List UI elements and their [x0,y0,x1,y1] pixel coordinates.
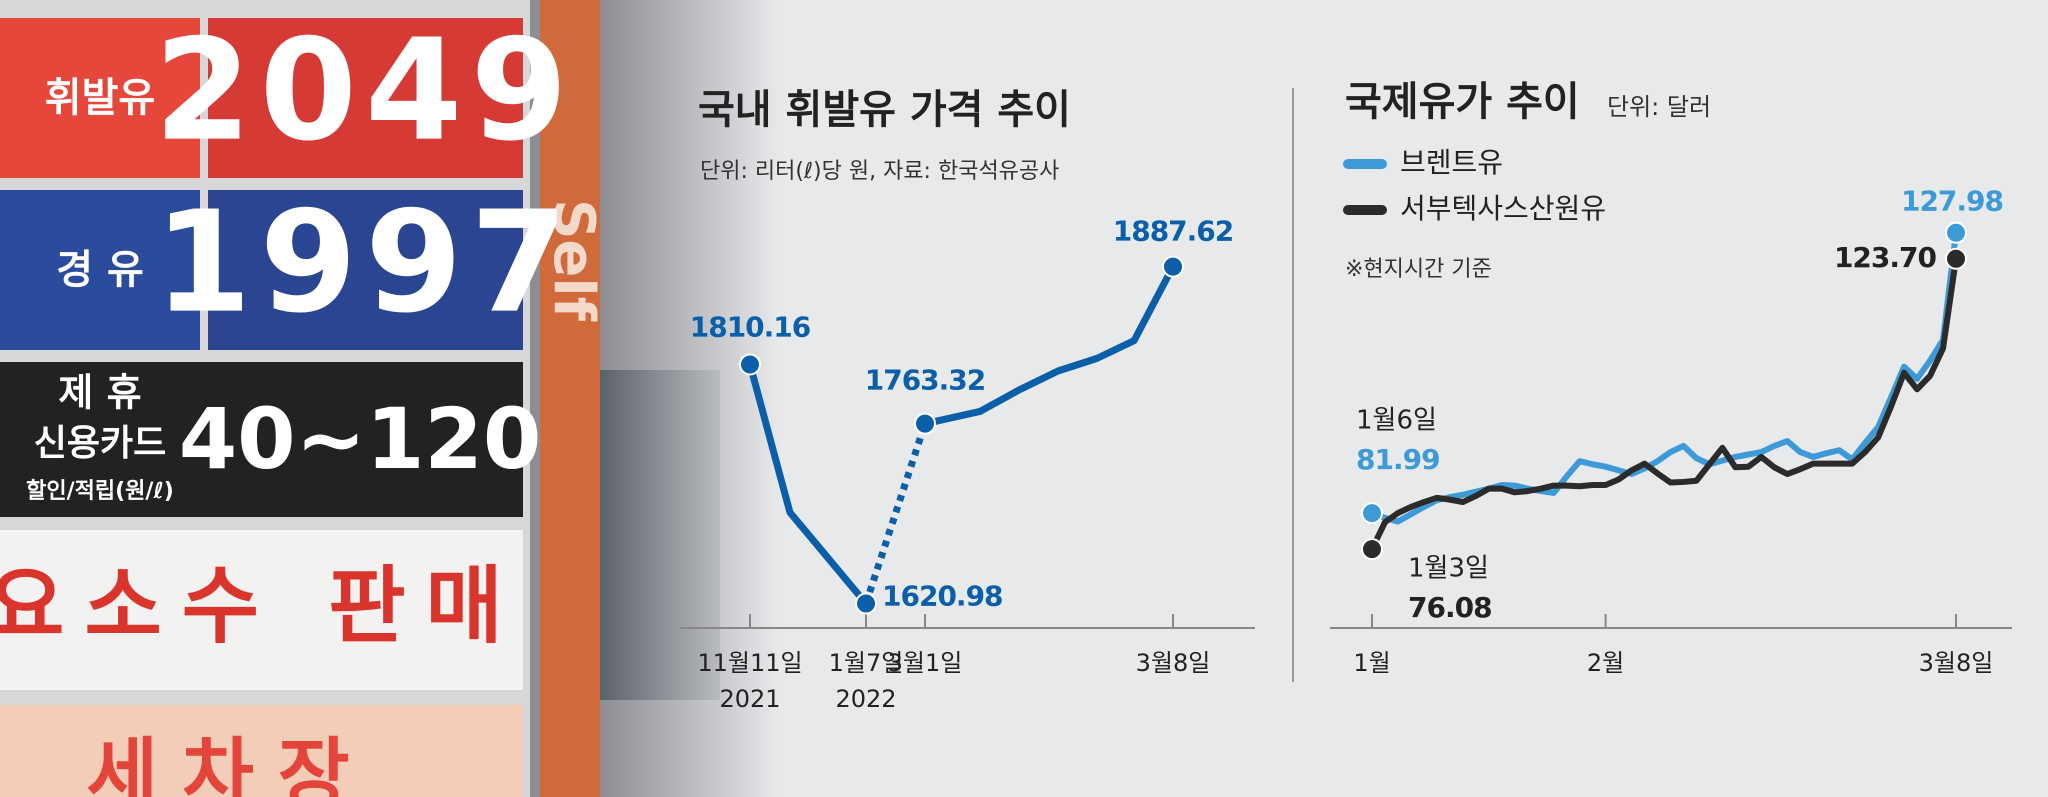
data-point [739,353,761,376]
sign-blue [0,190,200,350]
sign-text: 2049 [154,10,576,173]
legend-label: 서부텍사스산원유 [1400,192,1606,225]
x-tick-label: 3월8일 [1136,649,1211,677]
sign-text: 제 휴 [58,371,141,415]
pillar-text: Self [541,199,606,322]
sign-red [0,18,200,178]
sign-text: 신용카드 [34,423,166,464]
sign-red-digits [208,18,523,178]
sign-black [0,362,523,517]
data-point [1162,255,1184,278]
sign-text: 1997 [154,182,576,345]
photo-fade [600,0,780,797]
note: ※현지시간 기준 [1345,257,1492,282]
data-point [1361,538,1383,561]
data-line [921,263,1177,428]
data-line [1369,229,1959,525]
sign-text: 40~120 [179,390,542,488]
pillar [540,0,600,797]
x-tick-year: 2021 [719,685,780,713]
x-tick-year: 2022 [835,685,896,713]
data-point [1361,502,1383,525]
chart-title: 국제유가 추이 [1345,79,1580,125]
data-line [1369,255,1959,553]
value-label: 1887.62 [1113,215,1234,248]
chart-title: 국내 휘발유 가격 추이 [698,87,1071,133]
value-label: 1620.98 [882,579,1003,612]
data-point [1945,221,1967,244]
photo: Self 휘발유 2049 경 유 1997 제 휴 신용카드 할인/적립(원/… [0,0,780,797]
sign-blue-digits [208,190,523,350]
value-label: 123.70 [1834,241,1937,274]
x-tick-label: 3월1일 [888,649,963,677]
chart-subtitle: 단위: 리터(ℓ)당 원, 자료: 한국석유공사 [700,159,1059,184]
data-point [1945,247,1967,270]
chart-subtitle: 단위: 달러 [1607,93,1711,121]
data-point [914,412,936,435]
date-annotation: 1월6일 [1356,406,1437,436]
x-tick-label: 3월8일 [1919,649,1994,677]
date-annotation: 1월3일 [1408,554,1489,584]
value-label: 127.98 [1901,185,2003,218]
data-point [855,592,877,615]
sign-text: 경 유 [56,247,144,293]
sign-text: 휘발유 [45,75,155,121]
data-line [746,360,870,607]
value-label: 1763.32 [865,364,986,397]
x-tick-label: 11월11일 [697,649,802,677]
x-tick-label: 2월 [1587,649,1624,677]
sign-text: 할인/적립(원/ℓ) [26,479,174,504]
value-label: 81.99 [1356,443,1440,476]
sign-bottom [0,705,523,797]
sign-text: 세차장 [86,730,373,797]
legend-label: 브렌트유 [1400,146,1503,179]
x-tick-label: 1월 [1353,649,1390,677]
value-label: 1810.16 [690,310,811,343]
sign-text: 요소수 판매 [0,557,523,655]
data-line-dashed [862,422,929,605]
x-tick-label: 1월7일 [829,649,904,677]
value-label: 76.08 [1408,591,1492,624]
sign-white [0,530,523,690]
